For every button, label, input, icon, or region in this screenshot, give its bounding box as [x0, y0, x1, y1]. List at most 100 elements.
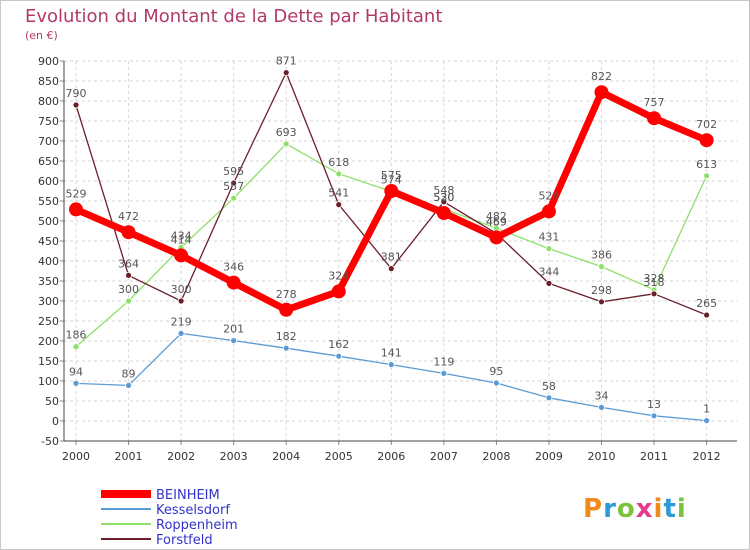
y-tick-label: 550: [38, 195, 59, 208]
data-point-forstfeld: [650, 290, 658, 298]
x-tick-label: 2002: [167, 450, 195, 463]
data-label-beinheim: 346: [223, 261, 244, 274]
data-point-roppenheim: [545, 245, 553, 253]
data-label-beinheim: 459: [486, 215, 507, 228]
data-point-forstfeld: [282, 69, 290, 76]
data-label-roppenheim: 482: [486, 210, 507, 223]
x-tick-label: 2003: [220, 450, 248, 463]
y-tick-label: 200: [38, 335, 59, 348]
data-point-forstfeld: [440, 198, 448, 206]
data-point-beinheim: [594, 85, 609, 100]
data-label-forstfeld: 300: [171, 283, 192, 296]
y-tick-label: 650: [38, 155, 59, 168]
data-point-beinheim: [331, 284, 346, 299]
x-tick-label: 2007: [430, 450, 458, 463]
data-point-kesselsdorf: [703, 417, 710, 425]
data-point-kesselsdorf: [598, 403, 605, 411]
data-label-roppenheim: 186: [66, 329, 87, 342]
x-tick-label: 2006: [377, 450, 405, 463]
data-label-roppenheim: 434: [171, 229, 192, 242]
data-label-forstfeld: 595: [223, 165, 244, 178]
data-label-roppenheim: 693: [276, 126, 297, 139]
data-label-forstfeld: 871: [276, 55, 297, 68]
data-label-kesselsdorf: 141: [381, 347, 402, 360]
data-label-roppenheim: 300: [118, 283, 139, 296]
data-point-kesselsdorf: [335, 352, 343, 360]
logo-letter: r: [603, 494, 617, 524]
y-tick-label: 100: [38, 375, 59, 388]
data-point-kesselsdorf: [282, 344, 290, 352]
data-label-forstfeld: 548: [433, 184, 454, 197]
x-tick-label: 2005: [325, 450, 353, 463]
data-label-beinheim: 702: [696, 118, 717, 131]
data-point-forstfeld: [125, 271, 132, 279]
data-label-beinheim: 822: [591, 70, 612, 83]
y-tick-label: 250: [38, 315, 59, 328]
chart-subtitle: (en €): [25, 29, 58, 42]
data-point-roppenheim: [230, 194, 238, 202]
data-point-kesselsdorf: [440, 369, 448, 377]
data-label-forstfeld: 344: [538, 265, 559, 278]
data-label-roppenheim: 530: [433, 191, 454, 204]
data-label-beinheim: 757: [644, 96, 665, 109]
data-point-forstfeld: [545, 279, 553, 287]
y-tick-label: 300: [38, 295, 59, 308]
y-tick-label: 500: [38, 215, 59, 228]
data-point-kesselsdorf: [72, 379, 80, 387]
data-point-roppenheim: [282, 140, 290, 148]
data-label-forstfeld: 318: [644, 276, 665, 289]
data-label-kesselsdorf: 95: [489, 365, 503, 378]
data-label-beinheim: 324: [328, 269, 349, 282]
data-point-beinheim: [121, 225, 136, 240]
data-label-kesselsdorf: 182: [276, 330, 297, 343]
x-tick-label: 2004: [272, 450, 300, 463]
x-tick-label: 2012: [693, 450, 721, 463]
legend-label-roppenheim: Roppenheim: [156, 518, 238, 533]
data-label-kesselsdorf: 34: [595, 389, 609, 402]
logo-letter: t: [663, 494, 677, 524]
y-tick-label: 800: [38, 95, 59, 108]
x-tick-label: 2009: [535, 450, 563, 463]
data-point-beinheim: [489, 230, 504, 245]
data-label-roppenheim: 431: [538, 231, 559, 244]
data-point-beinheim: [226, 275, 241, 290]
data-label-forstfeld: 265: [696, 297, 717, 310]
data-point-roppenheim: [703, 172, 710, 180]
data-point-beinheim: [279, 302, 294, 317]
data-point-roppenheim: [335, 170, 343, 178]
data-point-forstfeld: [335, 201, 343, 209]
y-tick-label: 150: [38, 355, 59, 368]
data-label-kesselsdorf: 94: [69, 365, 83, 378]
data-point-forstfeld: [703, 311, 710, 319]
data-label-roppenheim: 613: [696, 158, 717, 171]
data-point-roppenheim: [598, 263, 605, 271]
data-label-forstfeld: 381: [381, 251, 402, 264]
data-point-kesselsdorf: [387, 361, 395, 369]
data-label-forstfeld: 541: [328, 187, 349, 200]
data-point-beinheim: [69, 202, 83, 217]
data-point-roppenheim: [72, 343, 80, 351]
data-label-kesselsdorf: 201: [223, 323, 244, 336]
x-tick-label: 2008: [482, 450, 510, 463]
data-point-kesselsdorf: [492, 379, 500, 387]
y-tick-label: 0: [52, 415, 59, 428]
y-tick-label: -50: [41, 435, 59, 448]
data-point-beinheim: [174, 248, 189, 263]
data-point-kesselsdorf: [545, 394, 553, 402]
data-label-forstfeld: 364: [118, 257, 139, 270]
data-point-forstfeld: [598, 298, 605, 306]
data-label-roppenheim: 557: [223, 180, 244, 193]
data-point-beinheim: [384, 184, 399, 198]
logo-letter: x: [635, 494, 654, 524]
logo-letter: i: [676, 494, 687, 524]
data-label-forstfeld: 469: [486, 215, 507, 228]
data-label-forstfeld: 790: [66, 87, 87, 100]
data-point-forstfeld: [230, 179, 238, 187]
y-tick-label: 350: [38, 275, 59, 288]
y-tick-label: 600: [38, 175, 59, 188]
data-label-beinheim: 575: [381, 169, 402, 182]
data-label-beinheim: 529: [66, 187, 87, 200]
y-tick-label: 850: [38, 75, 59, 88]
data-label-beinheim: 524: [538, 189, 559, 202]
